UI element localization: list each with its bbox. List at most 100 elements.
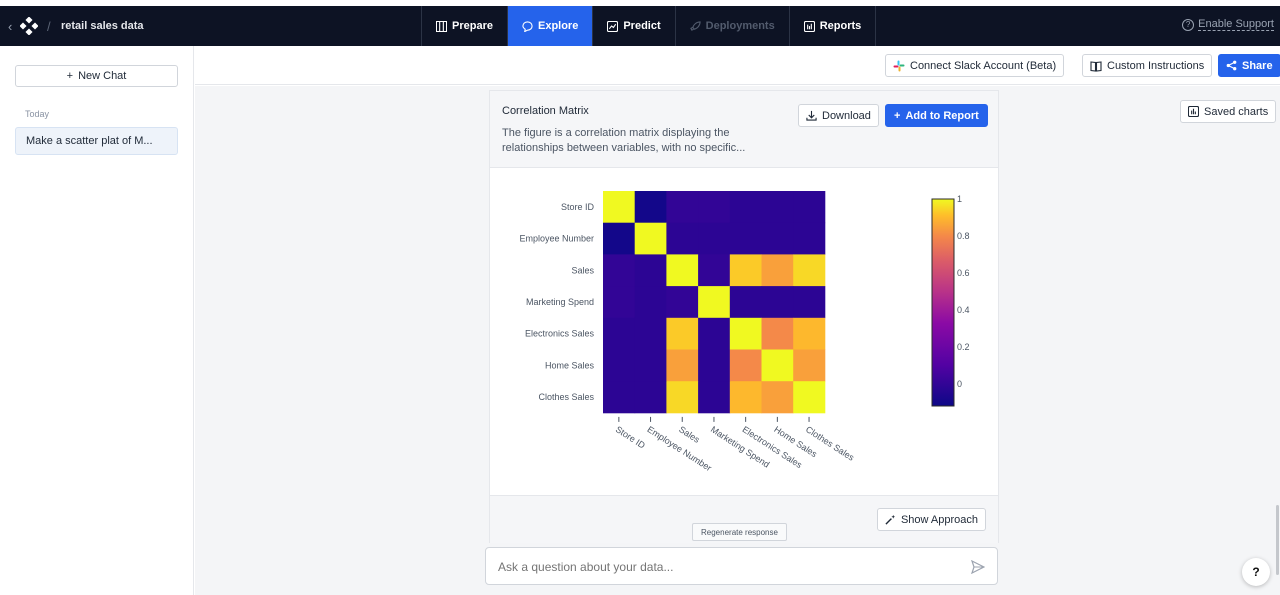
chart-response-card: Correlation Matrix The figure is a corre… [489, 90, 999, 543]
scrollbar-thumb[interactable] [1276, 505, 1279, 575]
card-header: Correlation Matrix The figure is a corre… [490, 91, 998, 168]
breadcrumb-separator: / [47, 19, 51, 34]
y-tick-label: Home Sales [545, 360, 595, 370]
logo-icon[interactable] [20, 17, 38, 35]
chart-box-icon [1188, 106, 1199, 117]
saved-charts-button[interactable]: Saved charts [1180, 100, 1277, 123]
heatmap-cell [729, 254, 762, 287]
heatmap-cell [793, 349, 826, 382]
y-tick-label: Sales [571, 265, 594, 275]
plus-icon: + [894, 109, 901, 122]
table-icon [436, 20, 447, 32]
heatmap-cell [761, 191, 794, 224]
nav-explore-label: Explore [537, 20, 579, 32]
x-tick-label: Store ID [614, 424, 648, 451]
heatmap-cell [698, 286, 731, 319]
share-button[interactable]: Share [1218, 54, 1280, 77]
report-icon [803, 20, 815, 32]
nav-prepare[interactable]: Prepare [421, 6, 508, 46]
heatmap-cell [761, 349, 794, 382]
back-chevron-icon[interactable]: ‹ [8, 19, 13, 34]
heatmap-cell [793, 317, 826, 350]
new-chat-button[interactable]: + New Chat [15, 65, 178, 87]
colorbar-tick-label: 0.2 [957, 342, 970, 352]
nav-explore[interactable]: Explore [507, 6, 594, 46]
plus-icon: + [66, 70, 74, 82]
heatmap-cell [603, 286, 636, 319]
heatmap-cell [603, 381, 636, 414]
heatmap-cell [761, 222, 794, 255]
top-strip [0, 0, 1280, 6]
heatmap-cell [666, 254, 699, 287]
chat-bubble-icon [522, 20, 533, 32]
nav-predict[interactable]: Predict [593, 6, 676, 46]
y-tick-label: Electronics Sales [525, 329, 595, 339]
nav-prepare-label: Prepare [452, 20, 493, 32]
heatmap-cell [729, 286, 762, 319]
card-footer: Show Approach Regenerate response [490, 495, 998, 543]
heatmap-cell [603, 191, 636, 224]
heatmap-cell [634, 317, 667, 350]
heatmap-cell [698, 254, 731, 287]
dataset-title[interactable]: retail sales data [61, 20, 144, 32]
colorbar-tick-label: 0.8 [957, 231, 970, 241]
add-to-report-button[interactable]: + Add to Report [885, 104, 988, 127]
heatmap-cell [603, 222, 636, 255]
heatmap-cell [729, 191, 762, 224]
heatmap-cell [729, 381, 762, 414]
heatmap-cell [634, 191, 667, 224]
top-bar: ‹ / retail sales data Prepare Explore Pr… [0, 6, 1280, 46]
download-button[interactable]: Download [798, 104, 879, 127]
heatmap-cell [761, 286, 794, 319]
slack-icon [893, 60, 905, 71]
nav-predict-label: Predict [623, 20, 661, 32]
heatmap-cell [698, 222, 731, 255]
show-approach-button[interactable]: Show Approach [876, 508, 986, 531]
custom-instructions-button[interactable]: Custom Instructions [1082, 54, 1213, 77]
correlation-heatmap: Store ID Employee Number Sales Marketing Sp… [490, 169, 998, 495]
colorbar-tick-label: 1 [957, 194, 962, 204]
trend-chart-icon [607, 20, 619, 32]
heatmap-cell [793, 222, 826, 255]
y-tick-label: Store ID [561, 202, 595, 212]
heatmap-cell [698, 349, 731, 382]
main-nav: Prepare Explore Predict Deployments Repo… [421, 6, 877, 46]
chat-sidebar: + New Chat Today Make a scatter plat of … [0, 46, 194, 595]
x-tick-label: Sales [677, 424, 702, 445]
heatmap-cell [634, 286, 667, 319]
book-icon [1090, 60, 1102, 72]
nav-reports[interactable]: Reports [790, 6, 877, 46]
heatmap-cell [698, 191, 731, 224]
heatmap-cell [761, 254, 794, 287]
heatmap-cell [666, 191, 699, 224]
heatmap-cell [666, 381, 699, 414]
x-tick-label: Marketing Spend [709, 424, 772, 469]
send-icon[interactable] [971, 560, 985, 574]
enable-support-label: Enable Support [1198, 18, 1274, 31]
connect-slack-button[interactable]: Connect Slack Account (Beta) [885, 54, 1065, 77]
add-to-report-label: Add to Report [905, 109, 979, 122]
heatmap-cell [729, 317, 762, 350]
section-today-label: Today [25, 109, 50, 119]
share-icon [1226, 60, 1237, 71]
enable-support-link[interactable]: ? Enable Support [1182, 18, 1274, 31]
colorbar-tick-label: 0.6 [957, 268, 970, 278]
colorbar [931, 198, 955, 407]
heatmap-cell [634, 222, 667, 255]
heatmap-cell [634, 349, 667, 382]
custom-instructions-label: Custom Instructions [1107, 59, 1205, 72]
show-approach-label: Show Approach [900, 513, 978, 526]
heatmap-cell [634, 381, 667, 414]
colorbar-tick-label: 0 [957, 379, 962, 389]
help-button[interactable]: ? [1242, 558, 1270, 586]
top-toolbar: Connect Slack Account (Beta) Custom Inst… [195, 46, 1280, 85]
chat-history-item[interactable]: Make a scatter plat of M... [15, 127, 178, 155]
ask-question-input[interactable] [498, 557, 958, 577]
regenerate-response-button[interactable]: Regenerate response [692, 523, 787, 541]
heatmap-cell [793, 286, 826, 319]
heatmap-cell [761, 317, 794, 350]
question-circle-icon: ? [1182, 18, 1195, 31]
y-tick-label: Employee Number [519, 234, 594, 244]
heatmap-cell [793, 254, 826, 287]
download-label: Download [822, 109, 871, 122]
